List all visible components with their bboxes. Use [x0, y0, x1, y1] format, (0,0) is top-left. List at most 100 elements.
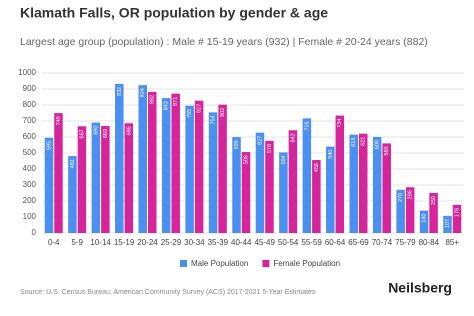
x-tick-label: 45-49: [254, 238, 275, 247]
bar: [452, 204, 462, 233]
bar: [232, 137, 241, 233]
value-label: 456: [314, 163, 320, 172]
value-label: 667: [79, 129, 85, 138]
x-tick-label: 50-54: [278, 238, 299, 247]
x-tick-label: 15-19: [114, 238, 135, 247]
value-label: 843: [164, 101, 170, 110]
value-label: 600: [375, 140, 381, 149]
bar: [335, 115, 345, 233]
y-tick-label: 200: [23, 196, 37, 205]
value-label: 540: [328, 150, 334, 159]
bar: [68, 156, 77, 233]
value-label: 871: [173, 97, 179, 106]
bar: [429, 193, 438, 233]
value-label: 690: [93, 126, 99, 135]
value-label: 734: [337, 119, 343, 128]
legend-swatch: [180, 260, 187, 267]
value-label: 176: [454, 208, 460, 217]
value-label: 882: [150, 95, 156, 104]
value-label: 686: [126, 126, 132, 135]
bar: [372, 137, 382, 233]
y-tick-label: 800: [23, 100, 37, 109]
bar: [419, 210, 429, 233]
legend-label: Female Population: [273, 259, 340, 268]
value-label: 924: [140, 88, 146, 97]
value-label: 621: [361, 137, 367, 146]
y-tick-label: 300: [23, 180, 37, 189]
chart-title: Klamath Falls, OR population by gender &…: [20, 5, 328, 21]
value-label: 716: [304, 121, 310, 130]
x-tick-label: 70-74: [372, 238, 393, 247]
bar: [44, 137, 54, 233]
brand-logo: Neilsberg: [388, 280, 452, 296]
bar: [91, 122, 101, 233]
bar: [208, 112, 218, 233]
value-label: 795: [187, 109, 193, 118]
bar: [396, 189, 405, 233]
value-label: 802: [220, 108, 226, 117]
bar: [148, 91, 157, 233]
y-tick-label: 600: [23, 132, 37, 141]
x-tick-label: 20-24: [137, 238, 158, 247]
bar: [185, 105, 194, 233]
value-label: 827: [197, 104, 203, 113]
bar: [279, 152, 288, 233]
bar: [241, 152, 251, 233]
x-tick-label: 65-69: [348, 238, 369, 247]
value-label: 286: [408, 190, 414, 199]
value-label: 560: [384, 146, 390, 155]
source-note: Source: U.S. Census Bureau, American Com…: [20, 289, 316, 296]
value-label: 749: [56, 116, 62, 125]
bar: [443, 215, 452, 233]
bar: [326, 146, 335, 233]
y-tick-label: 0: [32, 228, 37, 237]
x-tick-label: 40-44: [231, 238, 252, 247]
x-tick-label: 60-64: [325, 238, 346, 247]
value-label: 615: [351, 138, 357, 147]
value-label: 107: [445, 219, 451, 228]
value-label: 627: [257, 136, 263, 145]
bar: [161, 98, 171, 234]
bar: [54, 113, 63, 233]
bar: [349, 134, 358, 233]
bar: [171, 93, 180, 233]
x-tick-label: 85+: [445, 238, 459, 247]
y-tick-label: 1000: [18, 68, 36, 77]
bar: [255, 132, 265, 233]
bar: [405, 187, 415, 233]
bar: [194, 100, 204, 234]
legend-label: Male Population: [191, 259, 248, 268]
y-tick-label: 900: [23, 84, 37, 93]
bar: [288, 130, 298, 233]
bar: [359, 133, 368, 233]
bar: [77, 126, 87, 233]
bar: [265, 140, 274, 233]
value-label: 140: [422, 214, 428, 223]
bar: [302, 118, 312, 233]
y-tick-label: 500: [23, 148, 37, 157]
bar: [312, 160, 321, 233]
x-tick-label: 10-14: [90, 238, 111, 247]
bar: [124, 123, 134, 233]
x-tick-label: 25-29: [161, 238, 182, 247]
chart-subtitle: Largest age group (population) : Male # …: [20, 36, 428, 48]
value-label: 270: [398, 193, 404, 202]
bar: [218, 104, 227, 234]
x-tick-label: 55-59: [301, 238, 322, 247]
y-tick-label: 700: [23, 116, 37, 125]
legend-swatch: [262, 260, 270, 267]
value-label: 481: [70, 159, 76, 168]
value-label: 250: [431, 196, 437, 205]
x-tick-label: 75-79: [395, 238, 416, 247]
value-label: 599: [234, 140, 240, 149]
value-label: 754: [211, 115, 217, 124]
x-tick-label: 5-9: [71, 238, 83, 247]
x-tick-label: 35-39: [208, 238, 229, 247]
y-tick-label: 400: [23, 164, 37, 173]
value-label: 595: [46, 141, 52, 150]
bar: [115, 83, 124, 233]
value-label: 669: [103, 129, 109, 138]
value-label: 642: [290, 133, 296, 142]
bar: [138, 85, 147, 233]
